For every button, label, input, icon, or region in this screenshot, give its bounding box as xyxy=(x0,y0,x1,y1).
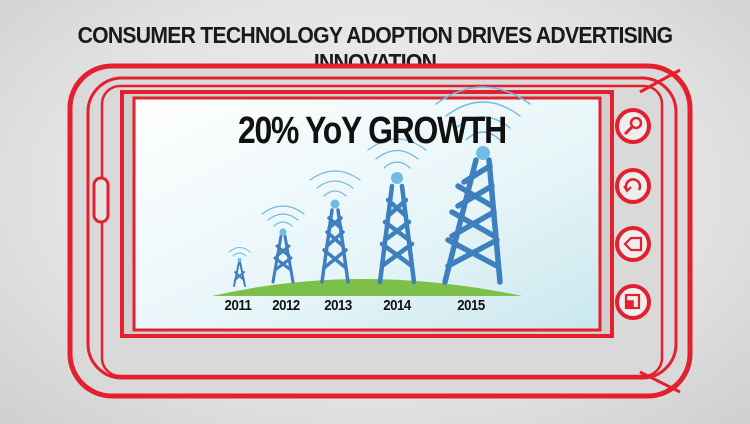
tower-2014 xyxy=(367,138,427,285)
year-label-2014: 2014 xyxy=(383,297,411,314)
tower-2013 xyxy=(309,170,361,284)
year-label-2012: 2012 xyxy=(272,297,300,314)
search-icon[interactable] xyxy=(615,108,651,144)
year-label-2013: 2013 xyxy=(324,297,352,314)
hill xyxy=(212,279,522,296)
tower-2012 xyxy=(261,205,305,284)
refresh-icon[interactable] xyxy=(615,168,651,204)
window-icon[interactable] xyxy=(615,284,651,320)
headline: CONSUMER TECHNOLOGY ADOPTION DRIVES ADVE… xyxy=(77,22,674,75)
growth-title: 20% YoY GROWTH xyxy=(238,110,507,152)
tower-2015 xyxy=(435,86,531,285)
tower-2011 xyxy=(228,247,251,287)
year-label-2015: 2015 xyxy=(457,297,485,314)
side-slot xyxy=(92,176,110,224)
back-icon[interactable] xyxy=(615,226,651,262)
year-label-2011: 2011 xyxy=(224,297,252,314)
